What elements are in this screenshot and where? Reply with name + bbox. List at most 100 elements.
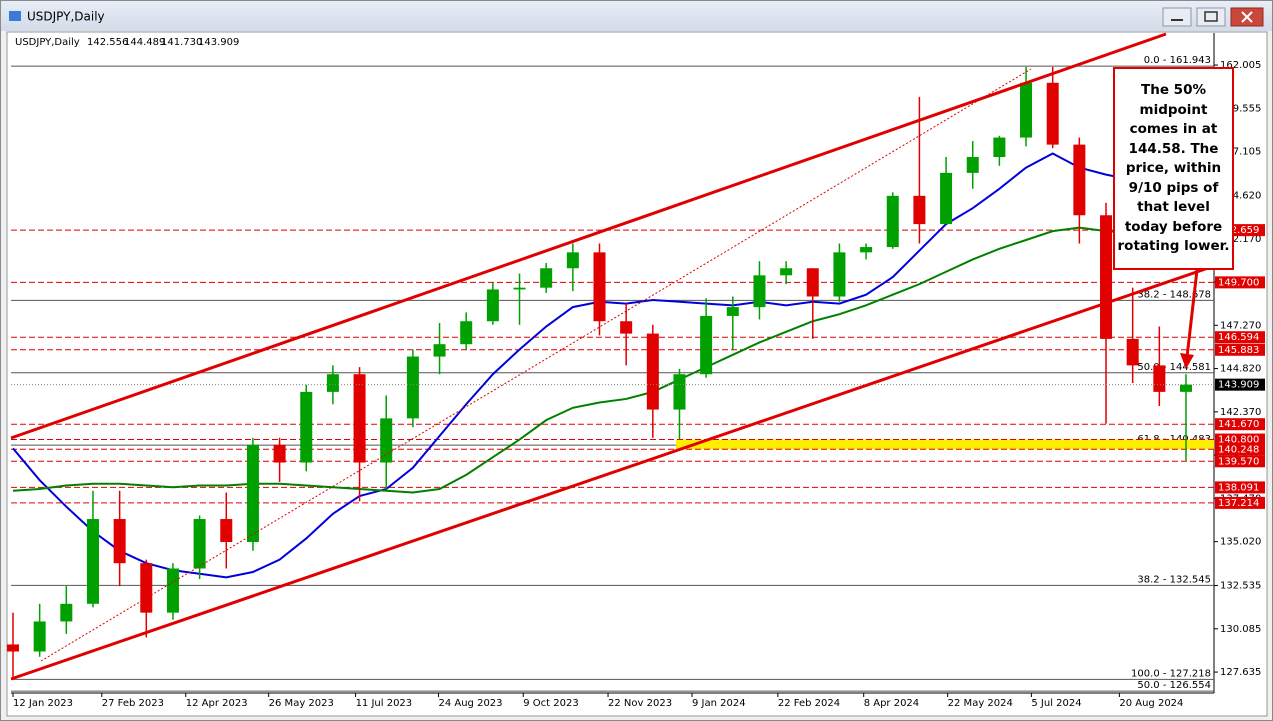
level-label: 138.091 xyxy=(1218,482,1259,493)
y-tick-label: 135.020 xyxy=(1220,537,1261,548)
candle-body xyxy=(486,289,499,322)
y-tick-label: 162.005 xyxy=(1220,60,1261,71)
y-tick-label: 132.535 xyxy=(1220,581,1261,592)
level-label: 149.700 xyxy=(1218,277,1259,288)
level-label: 141.670 xyxy=(1218,419,1259,430)
candle-body xyxy=(433,344,446,357)
candle-body xyxy=(1180,384,1192,392)
x-tick-label: 8 Apr 2024 xyxy=(864,698,919,709)
candle-body xyxy=(886,195,899,248)
level-label-box xyxy=(1215,455,1265,468)
support-zone xyxy=(676,439,1214,450)
last-price-box xyxy=(1215,378,1265,391)
candle-body xyxy=(780,268,793,276)
callout-arrowhead xyxy=(1180,353,1194,369)
candle-body xyxy=(540,268,553,288)
candle-body xyxy=(1046,82,1059,145)
level-label-box xyxy=(1215,343,1265,356)
candle-body xyxy=(220,519,233,542)
level-label: 137.214 xyxy=(1218,498,1259,509)
candle-body xyxy=(7,644,19,652)
candle-body xyxy=(273,444,286,463)
x-tick-label: 22 May 2024 xyxy=(948,698,1013,709)
overlay: 152.659 149.700 146.594 145.883 141.670 140.8… xyxy=(1215,224,1265,509)
candle-body xyxy=(166,568,179,613)
level-label-box xyxy=(1215,331,1265,344)
candle-body xyxy=(353,374,366,463)
plot: 162.005 159.555 157.105 154.620 152.170 149.7… xyxy=(7,33,1261,709)
x-tick-label: 12 Jan 2023 xyxy=(13,698,73,709)
candle-body xyxy=(753,275,766,308)
fib-label: 100.0 - 127.218 xyxy=(1131,668,1211,679)
candle-body xyxy=(113,519,126,564)
candle-body xyxy=(593,252,606,322)
chart-symbol: USDJPY,Daily xyxy=(15,37,80,48)
channel-lower xyxy=(10,264,1215,681)
header-value: 141.730 xyxy=(161,37,202,48)
candle-body xyxy=(993,137,1006,157)
fib-label: 0.0 - 161.943 xyxy=(1144,55,1211,66)
y-tick-label: 154.620 xyxy=(1220,190,1261,201)
x-tick-label: 11 Jul 2023 xyxy=(356,698,413,709)
candle-body xyxy=(1126,338,1139,366)
candle-body xyxy=(380,418,393,463)
fib-label: 38.2 - 148.678 xyxy=(1137,289,1211,300)
moving-average xyxy=(12,226,1187,494)
x-tick-label: 12 Apr 2023 xyxy=(186,698,248,709)
candle-body xyxy=(1020,82,1033,138)
candle-body xyxy=(940,172,953,225)
x-tick-label: 20 Aug 2024 xyxy=(1119,698,1183,709)
candle-body xyxy=(246,444,259,542)
candle-body xyxy=(60,603,73,622)
header-value: 143.909 xyxy=(198,37,239,48)
level-label-box xyxy=(1215,433,1265,446)
candle-body xyxy=(86,519,99,604)
level-label: 140.800 xyxy=(1218,435,1259,446)
level-label: 152.659 xyxy=(1218,225,1259,236)
x-tick-label: 24 Aug 2023 xyxy=(438,698,502,709)
candle-body xyxy=(646,333,659,410)
header-value: 142.556 xyxy=(87,37,128,48)
fib-label: 50.0 - 144.581 xyxy=(1137,362,1211,373)
candle-body xyxy=(193,519,206,569)
y-tick-label: 130.085 xyxy=(1220,624,1261,635)
candle-body xyxy=(1100,215,1113,339)
maximize-button[interactable] xyxy=(1196,7,1226,27)
level-label: 146.594 xyxy=(1218,332,1259,343)
x-tick-label: 9 Jan 2024 xyxy=(692,698,746,709)
window-buttons xyxy=(1162,7,1264,27)
window-title: USDJPY,Daily xyxy=(27,10,105,24)
callout-arrow xyxy=(1185,269,1199,358)
y-tick-label: 157.105 xyxy=(1220,147,1261,158)
candle-body xyxy=(966,156,979,173)
fib-diagonal xyxy=(40,68,1032,662)
candle-body xyxy=(406,356,419,419)
y-tick-label: 159.555 xyxy=(1220,103,1261,114)
candle-body xyxy=(726,307,739,316)
level-label-box xyxy=(1215,496,1265,509)
channel-upper xyxy=(10,32,1167,440)
candle-body xyxy=(140,563,153,613)
header-value: 144.489 xyxy=(124,37,165,48)
x-tick-label: 5 Jul 2024 xyxy=(1031,698,1081,709)
level-label-box xyxy=(1215,276,1265,289)
fib-label: 38.2 - 132.545 xyxy=(1137,574,1211,585)
title-bar xyxy=(1,1,1272,31)
minimize-button[interactable] xyxy=(1162,7,1192,27)
level-label-box xyxy=(1215,481,1265,494)
y-tick-label: 127.635 xyxy=(1220,667,1261,678)
window-icon xyxy=(9,11,21,21)
y-tick-label: 152.170 xyxy=(1220,234,1261,245)
candle-body xyxy=(620,321,633,334)
y-tick-label: 147.270 xyxy=(1220,320,1261,331)
y-tick-label: 142.370 xyxy=(1220,407,1261,418)
x-tick-label: 9 Oct 2023 xyxy=(523,698,578,709)
candle-body xyxy=(833,252,846,297)
x-tick-label: 22 Feb 2024 xyxy=(778,698,840,709)
candle-body xyxy=(33,621,46,652)
x-tick-label: 22 Nov 2023 xyxy=(608,698,672,709)
candle-body xyxy=(700,315,713,375)
candle-body xyxy=(300,391,313,463)
y-tick-label: 144.820 xyxy=(1220,364,1261,375)
candle-body xyxy=(673,374,686,410)
